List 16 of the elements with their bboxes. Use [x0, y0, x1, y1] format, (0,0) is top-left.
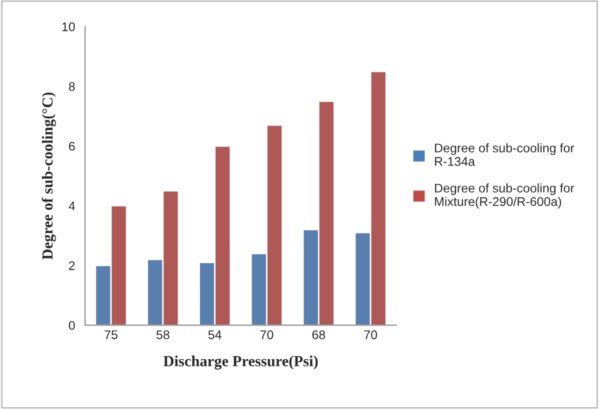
x-tick-label: 54: [208, 330, 222, 340]
x-tick-label: 75: [104, 330, 118, 340]
y-tick-label: 0: [68, 320, 75, 330]
x-tick-label: 58: [156, 330, 170, 340]
legend-label: Degree of sub-cooling for Mixture(R-290/R-600a): [435, 183, 574, 208]
y-tick-label: 2: [69, 261, 75, 270]
y-tick-label: 6: [69, 142, 75, 151]
x-axis-title: Discharge Pressure(Psi): [163, 356, 318, 370]
y-tick-label: 8: [68, 82, 75, 91]
legend-label: Degree of sub-cooling for R-134a: [435, 143, 574, 166]
x-tick-label: 70: [260, 330, 274, 340]
x-tick-label: 70: [364, 330, 378, 340]
y-tick-label: 10: [62, 22, 75, 32]
x-tick-label: 68: [312, 330, 326, 340]
y-axis-title: Degree of sub-cooling(°C): [42, 92, 56, 260]
y-tick-label: 4: [68, 202, 75, 210]
